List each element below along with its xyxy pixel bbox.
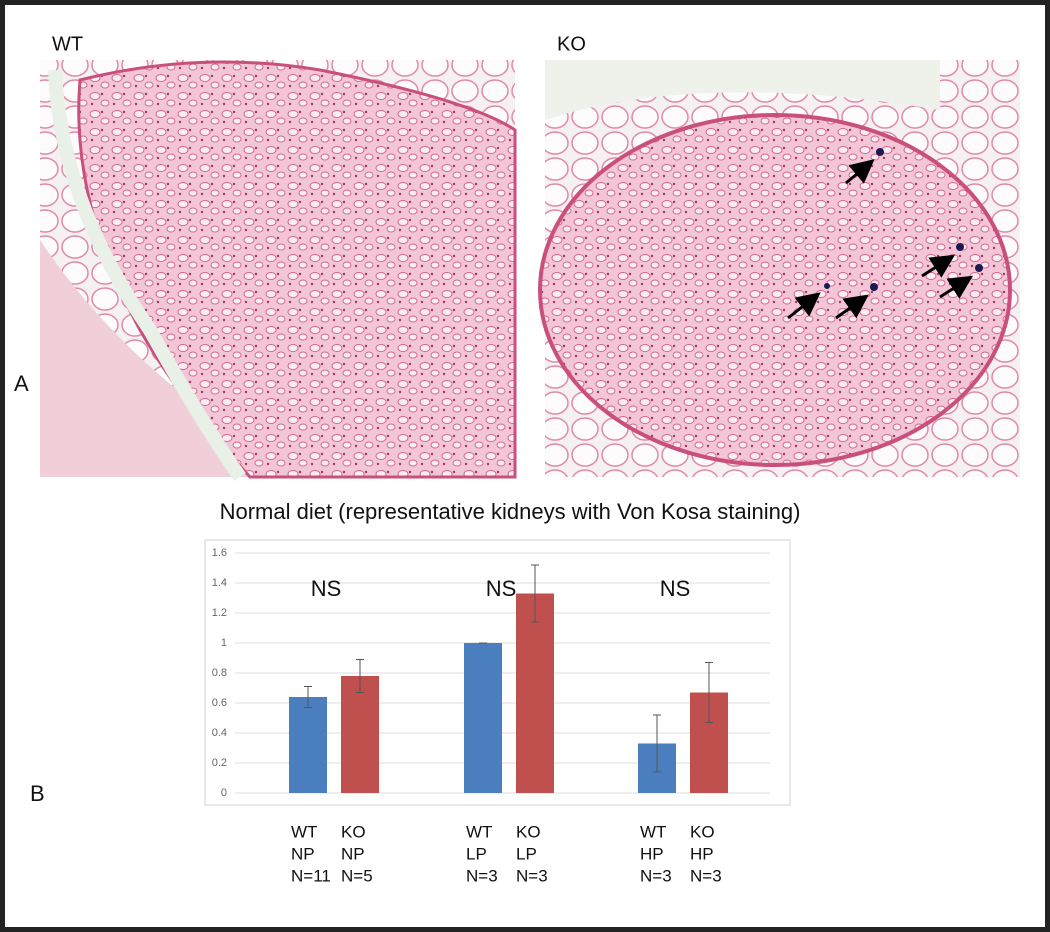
bar xyxy=(516,593,554,793)
bar-label: WT xyxy=(640,822,666,841)
bar-label: HP xyxy=(640,844,664,863)
wt-micrograph xyxy=(40,60,517,482)
error-bar xyxy=(304,686,312,708)
bar-label: NP xyxy=(291,844,315,863)
bar xyxy=(341,676,379,793)
bar-label: KO xyxy=(341,822,366,841)
y-tick-label: 0.6 xyxy=(212,697,227,709)
y-tick-label: 0.4 xyxy=(212,727,227,739)
annotation: NS xyxy=(660,576,691,601)
annotation: NS xyxy=(486,576,517,601)
y-tick-label: 0.8 xyxy=(212,667,227,679)
wt-title: WT xyxy=(52,33,83,55)
panel-label: A xyxy=(14,371,29,396)
bar-label: N=3 xyxy=(690,866,722,885)
y-tick-label: 1 xyxy=(221,637,227,649)
bar-label: WT xyxy=(291,822,317,841)
error-bar xyxy=(653,714,661,773)
error-bar xyxy=(531,564,539,623)
bar-label: WT xyxy=(466,822,492,841)
ko-micrograph xyxy=(538,60,1020,477)
bar-label: N=3 xyxy=(516,866,548,885)
bar-label: LP xyxy=(516,844,537,863)
bar-label: N=3 xyxy=(466,866,498,885)
bar xyxy=(464,643,502,793)
bar-label: HP xyxy=(690,844,714,863)
y-tick-label: 0.2 xyxy=(212,757,227,769)
panel-label: B xyxy=(30,781,45,806)
error-bar xyxy=(705,662,713,723)
bar-label: N=5 xyxy=(341,866,373,885)
bar-label: LP xyxy=(466,844,487,863)
error-bar xyxy=(356,659,364,693)
bar-label: N=11 xyxy=(291,866,331,885)
bar-label: KO xyxy=(516,822,541,841)
annotation: NS xyxy=(311,576,342,601)
ko-title: KO xyxy=(557,33,586,55)
y-tick-label: 1.4 xyxy=(212,577,227,589)
bar-label: N=3 xyxy=(640,866,672,885)
bar-label: NP xyxy=(341,844,365,863)
y-tick-label: 1.6 xyxy=(212,547,227,559)
bar xyxy=(289,697,327,793)
y-tick-label: 0 xyxy=(221,787,227,799)
y-tick-label: 1.2 xyxy=(212,607,227,619)
bar-label: KO xyxy=(690,822,715,841)
caption: Normal diet (representative kidneys with… xyxy=(220,499,801,524)
